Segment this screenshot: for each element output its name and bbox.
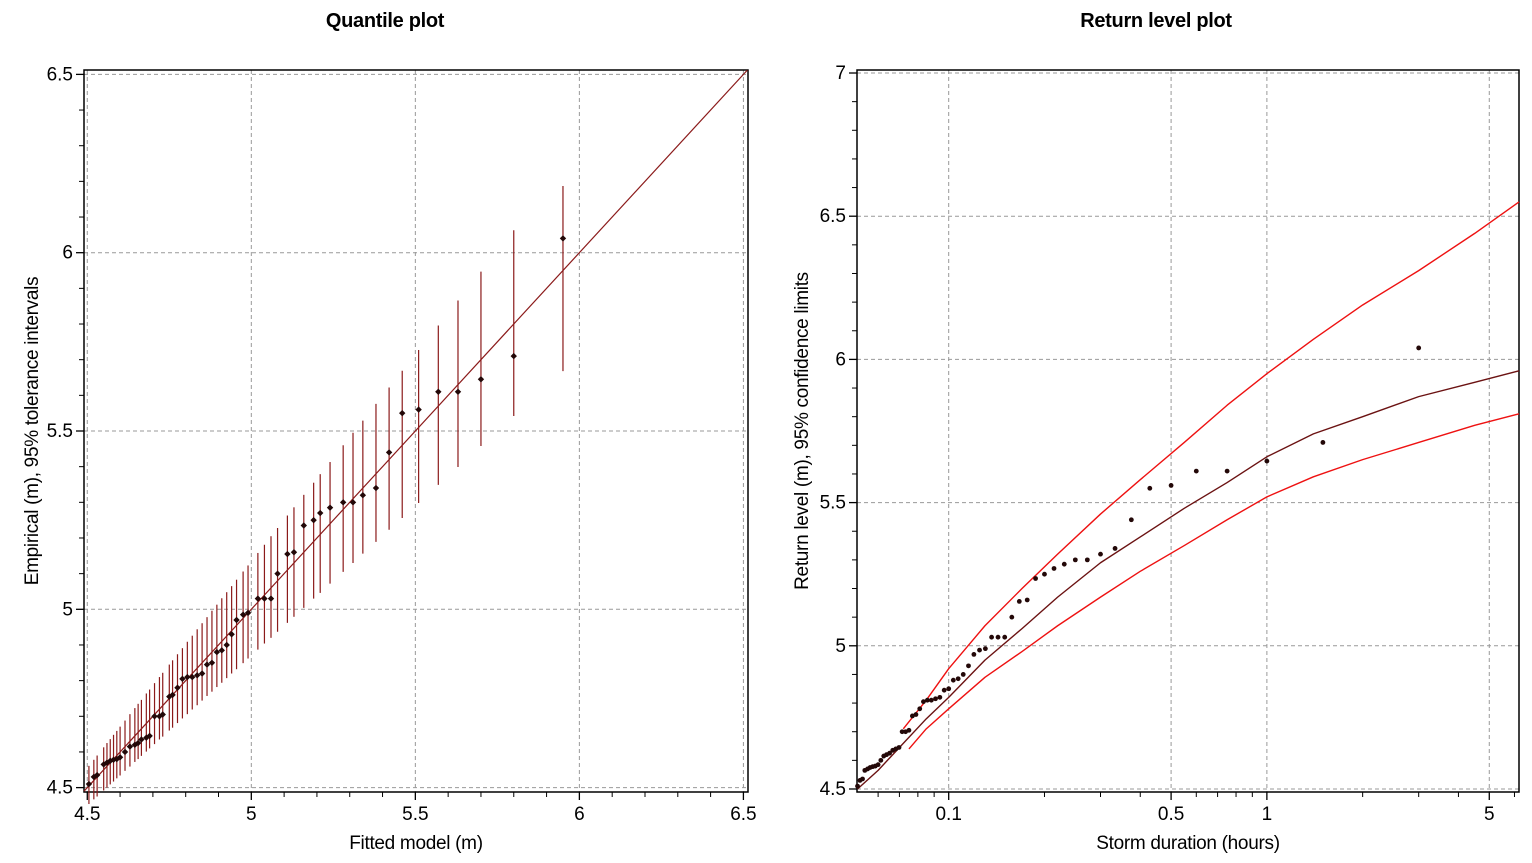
quantile-plot-svg: Quantile plot 4.5 5 5.5 6 6.5 4.5 5 5.5 6 6.5 Fit… (22, 10, 757, 854)
reference-line (83, 69, 748, 792)
y-tick-label: 6.5 (47, 64, 73, 85)
x-tick-label: 1 (1262, 804, 1273, 825)
gridlines (857, 70, 1519, 792)
quantile-y-axis-label: Empirical (m), 95% tolerance intervals (22, 277, 43, 586)
confidence-curves (857, 201, 1520, 790)
x-tick-label: 6 (574, 804, 585, 825)
y-tick-label: 6 (62, 243, 73, 264)
y-tick-label: 4.5 (47, 778, 73, 799)
axis-ticks (76, 73, 745, 800)
plot-border (856, 69, 1520, 793)
y-tick-label: 6 (835, 349, 846, 370)
return-level-plot-area: 0.1 0.5 1 5 4.5 5 5.5 6 6.5 7 (820, 63, 1520, 825)
quantile-plot-title: Quantile plot (326, 10, 445, 32)
data-points (85, 235, 567, 788)
quantile-plot-area: 4.5 5 5.5 6 6.5 4.5 5 5.5 6 6.5 (47, 64, 757, 825)
return-level-plot-title: Return level plot (1080, 10, 1232, 32)
y-tick-label: 4.5 (820, 779, 846, 800)
y-tick-label: 7 (835, 63, 846, 84)
x-tick-label: 0.5 (1158, 804, 1184, 825)
y-tick-label: 5.5 (47, 421, 73, 442)
quantile-x-axis-label: Fitted model (m) (349, 833, 483, 854)
x-tick-label: 4.5 (74, 804, 100, 825)
return-y-axis-label: Return level (m), 95% confidence limits (792, 272, 813, 590)
x-tick-label: 6.5 (730, 804, 756, 825)
data-points (855, 345, 1422, 789)
x-tick-label: 5.5 (402, 804, 428, 825)
x-tick-label: 0.1 (935, 804, 961, 825)
axis-ticks (849, 72, 1515, 800)
return-x-axis-label: Storm duration (hours) (1096, 833, 1279, 854)
tolerance-interval-bars (88, 186, 564, 805)
y-tick-label: 6.5 (820, 206, 846, 227)
gridlines (84, 70, 748, 792)
return-level-plot-svg: Return level plot 0.1 0.5 1 5 4.5 5 5.5 6 6.5 7 S… (792, 10, 1520, 854)
quantile-plot-figure: Quantile plot 4.5 5 5.5 6 6.5 4.5 5 5.5 6 6.5 Fit… (22, 10, 757, 854)
return-level-plot-figure: Return level plot 0.1 0.5 1 5 4.5 5 5.5 6 6.5 7 S… (766, 0, 1532, 863)
y-tick-label: 5 (62, 599, 73, 620)
y-tick-label: 5.5 (820, 493, 846, 514)
x-tick-label: 5 (246, 804, 257, 825)
y-tick-label: 5 (835, 636, 846, 657)
x-tick-label: 5 (1484, 804, 1495, 825)
tick-labels: 4.5 5 5.5 6 6.5 4.5 5 5.5 6 6.5 (47, 64, 757, 825)
tick-labels: 0.1 0.5 1 5 4.5 5 5.5 6 6.5 7 (820, 63, 1495, 825)
